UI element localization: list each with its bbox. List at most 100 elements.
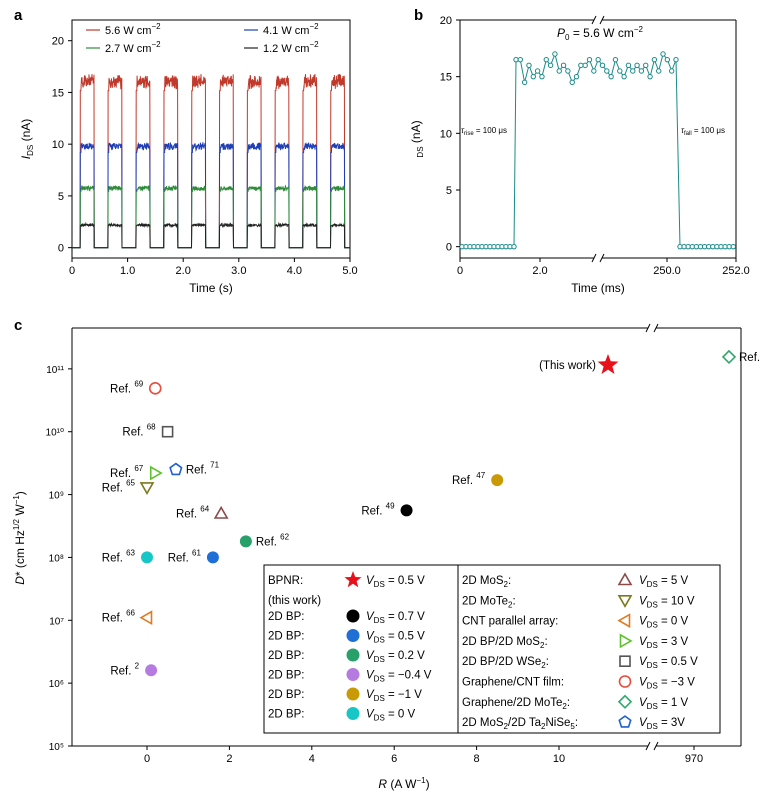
panel-label-c: c [14,317,22,334]
legend-vds: VDS = −3 V [639,677,695,691]
panel-a-ylabel: IDS (nA) [19,119,35,159]
panel-a-traces [72,73,350,249]
legend-name-sub: 2 [504,580,509,589]
y-tick-label: 10⁹ [49,491,64,502]
trace-point [565,68,571,74]
legend-name-tail: : [544,636,547,648]
trace-point [608,73,614,80]
legend-vds-v: V [639,656,648,668]
trace-point [517,56,524,63]
y-tick-label: 5 [58,191,64,203]
legend-label-main: 5.6 W cm [105,25,151,37]
x-tick-label: 1.0 [120,265,135,277]
trace-point [630,68,636,74]
point-marker [206,551,219,564]
legend-name-main: 2D MoS [462,575,504,587]
point-label-sup: 67 [134,464,143,473]
panel-c-legend: BPNR:(this work)VDS = 0.5 V2D BP: VDS = 0… [263,564,721,734]
legend-name: 2D BP: [268,709,304,721]
legend-name: 2D BP/2D WSe2: [462,656,549,670]
legend-vds-val: = 0 V [385,709,416,721]
legend-name: 2D BP: [268,611,304,623]
point-marker [139,482,155,496]
trace-point [591,68,597,74]
x-tick-label: 0 [69,265,75,277]
y-tick-label: 0 [446,242,452,254]
legend-name: 2D BP/2D MoS2: [462,636,548,650]
point-marker [400,504,413,517]
legend-vds-v: V [639,575,648,587]
legend-name-tail: : [546,656,549,668]
y-tick-label: 20 [440,15,452,27]
point-label-text: Ref. [102,613,126,625]
legend-name-tail: : [567,697,570,709]
legend-vds: VDS = 0 V [366,709,415,723]
point-label-sup: 2 [135,661,140,670]
point-marker [145,664,158,677]
point-label-text: Ref. [102,482,126,494]
legend-vds-val: = 3 V [658,636,689,648]
legend-vds-sub: DS [647,682,658,691]
x-tick-label: 0 [457,265,463,277]
point-marker [141,551,153,564]
legend-name: Graphene/2D MoTe2: [462,697,570,711]
legend-vds-val: = 0.7 V [385,611,425,623]
legend-name: 2D BP: [268,689,304,701]
x-tick-label: 8 [474,753,480,765]
legend-name-main: CNT parallel array: [462,616,558,628]
legend-label-main: 2.7 W cm [105,43,151,55]
panel-b-frame [459,15,737,263]
trace-point [647,73,653,80]
trace-point [638,68,645,74]
point-label-sup: 49 [386,501,395,510]
y-tick-label: 10 [440,128,452,140]
legend-vds-sub: DS [647,621,658,630]
trace-point [573,73,580,80]
panel-a-legend: 5.6 W cm−2 4.1 W cm−22.7 W cm−2 1.2 W cm−2 [86,22,319,55]
panel-b-trace [459,51,736,250]
trace-point [530,73,536,80]
point-label-text: Ref. [110,383,134,395]
legend-vds-v: V [639,697,648,709]
point-label: Ref. 62 [256,532,290,548]
legend-label-sup: −2 [309,40,319,49]
legend-vds-v: V [639,677,648,689]
legend-vds: VDS = 0.7 V [366,611,425,625]
legend-name: 2D MoTe2: [462,595,516,609]
legend-vds: VDS = 0.5 V [366,631,425,645]
legend-marker [617,613,631,628]
point-label: Ref. 63 [102,548,136,564]
legend-name: 2D BP: [268,650,304,662]
trace-point [660,51,666,57]
point-label-sup: 64 [200,504,209,513]
trace-point [612,56,619,63]
point-label-text: Ref. [739,352,761,364]
trace-point [621,73,627,80]
legend-vds-val: = 1 V [658,697,689,709]
legend-marker [619,633,633,649]
panel-c-xlabel: R (A W−1) [378,776,429,791]
panel-c-ticks: 024681097097210⁵10⁶10⁷10⁸10⁹10¹⁰10¹¹ [46,365,704,765]
trace-point [526,62,532,69]
legend-label-main: 4.1 W cm [263,25,309,37]
legend-vds: VDS = 0.5 V [366,575,425,589]
panel-b-ylabel: DS (nA) [409,120,425,157]
panel-b-rise-label: τrise = 100 μs [461,126,507,137]
legend-vds-val: = 10 V [658,595,695,607]
legend-name-sub: 2 [540,641,545,650]
trace-point [673,56,679,63]
point-label-text: Ref. [110,468,134,480]
axis-break [653,741,659,751]
legend-name: 2D BP: [268,631,304,643]
panel-c-ylabel: D* (cm Hz1/2 W−1) [12,491,27,585]
y-tick-label: 10⁸ [49,553,64,564]
legend-vds-val: = −0.4 V [385,670,432,682]
point-label-sup: 65 [126,478,135,487]
legend-name-main: 2D BP/2D MoS [462,636,540,648]
legend-name: Graphene/CNT film: [462,677,564,689]
legend-label: 1.2 W cm−2 [263,40,319,55]
legend-vds-v: V [366,575,375,587]
point-label-text: Ref. [168,552,192,564]
trace-point [586,56,593,63]
